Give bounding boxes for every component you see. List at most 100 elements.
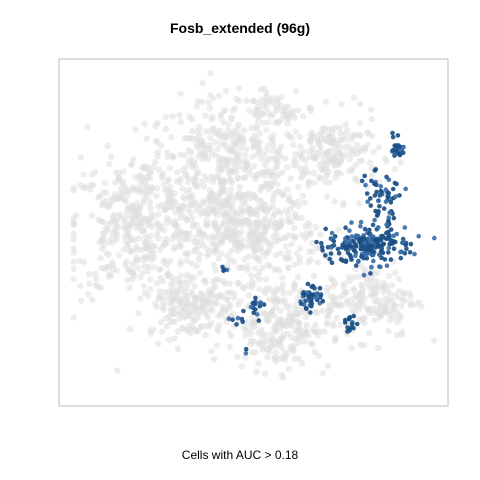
background-cell-point (147, 221, 153, 227)
highlighted-cell-point (391, 187, 396, 192)
background-cell-point (205, 211, 211, 217)
background-cell-point (229, 206, 235, 212)
background-cell-point (185, 206, 191, 212)
background-cell-point (385, 328, 391, 334)
highlighted-cell-point (309, 284, 314, 289)
background-cell-point (375, 345, 381, 351)
background-cell-point (169, 296, 175, 302)
background-cell-point (106, 252, 112, 258)
background-cell-point (199, 179, 205, 185)
background-cell-point (78, 298, 84, 304)
background-cell-point (154, 139, 160, 145)
background-cell-point (293, 88, 299, 94)
background-cell-point (295, 274, 301, 280)
background-cell-point (148, 187, 154, 193)
background-cell-point (127, 326, 133, 332)
background-cell-point (207, 105, 213, 111)
background-cell-point (177, 176, 183, 182)
background-cell-point (102, 180, 108, 186)
highlighted-cell-point (321, 299, 326, 304)
highlighted-cell-point (404, 247, 409, 252)
background-cell-point (135, 265, 141, 271)
background-cell-point (220, 238, 226, 244)
background-cell-point (239, 222, 245, 228)
background-cell-point (260, 339, 266, 345)
highlighted-cell-point (383, 257, 388, 262)
background-cell-point (141, 190, 147, 196)
background-cell-point (159, 174, 165, 180)
background-cell-point (117, 194, 123, 200)
background-cell-point (164, 220, 170, 226)
highlighted-cell-point (362, 241, 367, 246)
background-cell-point (164, 149, 170, 155)
background-cell-point (137, 295, 143, 301)
background-cell-point (87, 186, 93, 192)
background-cell-point (293, 128, 299, 134)
background-cell-point (71, 184, 77, 190)
background-cell-point (139, 228, 145, 234)
background-cell-point (108, 154, 114, 160)
background-cell-point (382, 155, 388, 161)
background-cell-point (340, 200, 346, 206)
background-cell-point (178, 215, 184, 221)
highlighted-cell-point (340, 245, 345, 250)
background-cell-point (309, 145, 315, 151)
background-cell-point (96, 217, 102, 223)
background-cell-point (199, 99, 205, 105)
background-cell-point (255, 246, 261, 252)
highlighted-cell-point (364, 252, 369, 257)
highlighted-cell-point (412, 252, 417, 257)
background-cell-point (201, 277, 207, 283)
background-cell-point (263, 237, 269, 243)
background-cell-point (305, 169, 311, 175)
background-cell-point (295, 324, 301, 330)
background-cell-point (192, 295, 198, 301)
background-cell-point (154, 120, 160, 126)
background-cell-point (264, 332, 270, 338)
background-cell-point (280, 192, 286, 198)
background-cell-point (273, 304, 279, 310)
background-cell-point (139, 257, 145, 263)
background-cell-point (227, 157, 233, 163)
background-cell-point (147, 169, 153, 175)
background-cell-point (192, 176, 198, 182)
background-cell-point (269, 204, 275, 210)
background-cell-point (386, 273, 392, 279)
background-cell-point (262, 371, 268, 377)
background-cell-point (155, 227, 161, 233)
background-cell-point (127, 248, 133, 254)
background-cell-point (168, 134, 174, 140)
background-cell-point (227, 329, 233, 335)
background-cell-point (207, 187, 213, 193)
background-cell-point (172, 305, 178, 311)
background-cell-point (274, 188, 280, 194)
background-cell-point (199, 137, 205, 143)
background-cell-point (71, 236, 77, 242)
background-cell-point (121, 219, 127, 225)
background-cell-point (416, 299, 422, 305)
background-cell-point (224, 199, 230, 205)
highlighted-cell-point (299, 301, 304, 306)
highlighted-cell-point (257, 318, 262, 323)
background-cell-point (396, 276, 402, 282)
background-cell-point (214, 342, 220, 348)
background-cell-point (186, 186, 192, 192)
background-cell-point (117, 211, 123, 217)
highlighted-cell-point (390, 242, 395, 247)
background-cell-point (193, 199, 199, 205)
background-cell-point (167, 184, 173, 190)
highlighted-cell-point (365, 199, 370, 204)
background-cell-point (372, 317, 378, 323)
background-cell-point (270, 198, 276, 204)
background-cell-point (357, 342, 363, 348)
background-cell-point (202, 113, 208, 119)
background-cell-point (193, 141, 199, 147)
background-cell-point (105, 143, 111, 149)
highlighted-cell-point (348, 253, 353, 258)
background-cell-point (357, 101, 363, 107)
background-cell-point (382, 306, 388, 312)
background-cell-point (238, 228, 244, 234)
background-cell-point (211, 175, 217, 181)
background-cell-point (230, 136, 236, 142)
background-cell-point (209, 114, 215, 120)
